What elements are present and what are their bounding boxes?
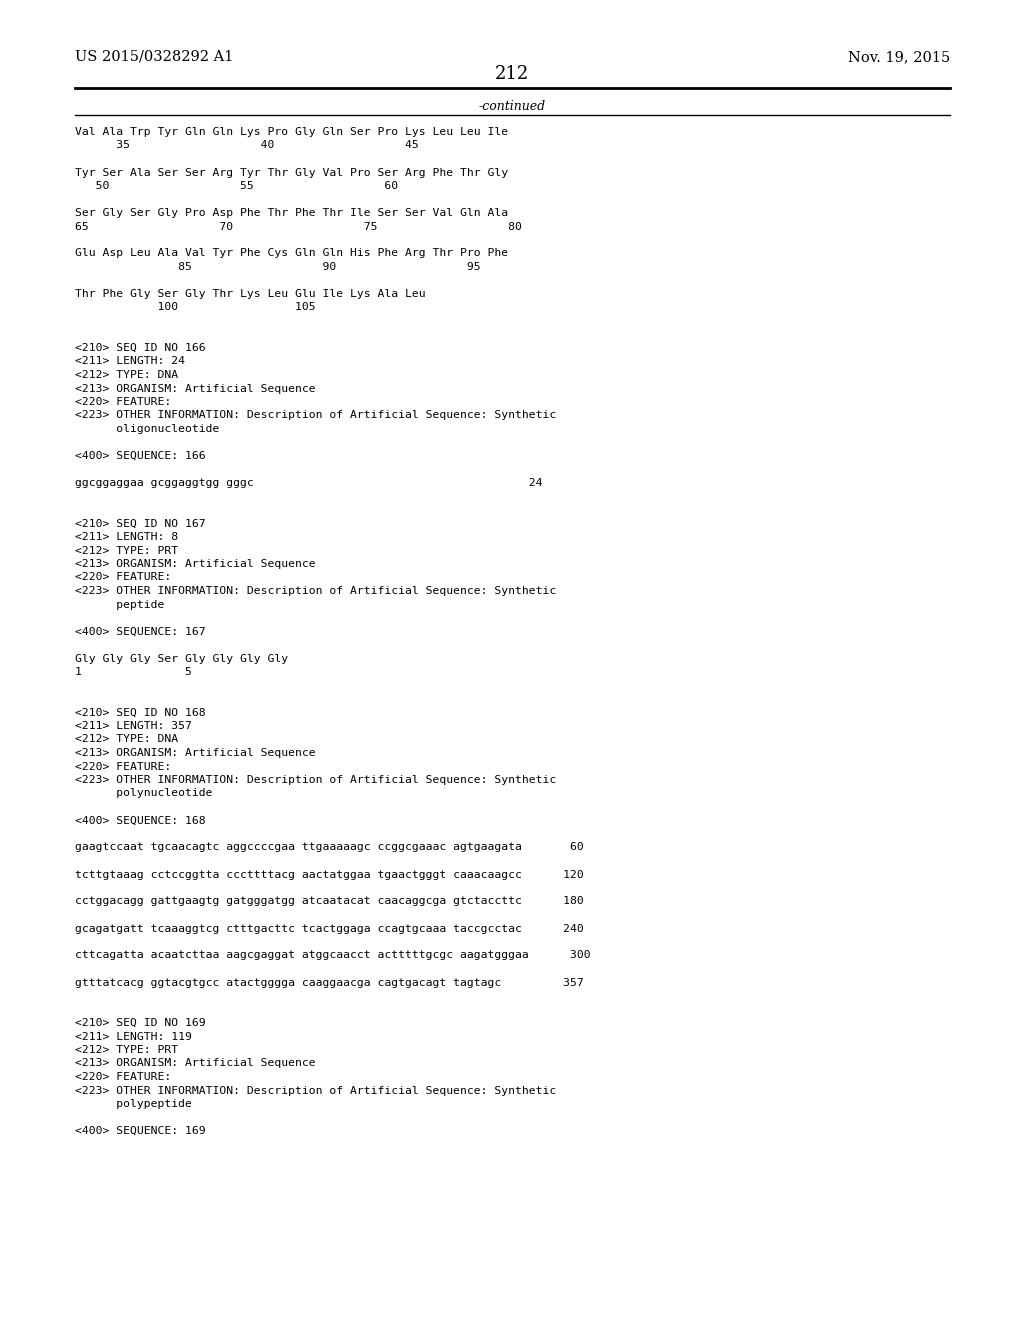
Text: <211> LENGTH: 24: <211> LENGTH: 24 — [75, 356, 185, 367]
Text: Glu Asp Leu Ala Val Tyr Phe Cys Gln Gln His Phe Arg Thr Pro Phe: Glu Asp Leu Ala Val Tyr Phe Cys Gln Gln … — [75, 248, 508, 259]
Text: <220> FEATURE:: <220> FEATURE: — [75, 573, 171, 582]
Text: -continued: -continued — [478, 100, 546, 114]
Text: <213> ORGANISM: Artificial Sequence: <213> ORGANISM: Artificial Sequence — [75, 748, 315, 758]
Text: <213> ORGANISM: Artificial Sequence: <213> ORGANISM: Artificial Sequence — [75, 558, 315, 569]
Text: Thr Phe Gly Ser Gly Thr Lys Leu Glu Ile Lys Ala Leu: Thr Phe Gly Ser Gly Thr Lys Leu Glu Ile … — [75, 289, 426, 300]
Text: <220> FEATURE:: <220> FEATURE: — [75, 1072, 171, 1082]
Text: US 2015/0328292 A1: US 2015/0328292 A1 — [75, 50, 233, 63]
Text: <213> ORGANISM: Artificial Sequence: <213> ORGANISM: Artificial Sequence — [75, 384, 315, 393]
Text: 100                 105: 100 105 — [75, 302, 315, 313]
Text: 212: 212 — [495, 65, 529, 83]
Text: <211> LENGTH: 357: <211> LENGTH: 357 — [75, 721, 191, 731]
Text: <212> TYPE: DNA: <212> TYPE: DNA — [75, 370, 178, 380]
Text: polynucleotide: polynucleotide — [75, 788, 213, 799]
Text: cctggacagg gattgaagtg gatgggatgg atcaatacat caacaggcga gtctaccttc      180: cctggacagg gattgaagtg gatgggatgg atcaata… — [75, 896, 584, 907]
Text: polypeptide: polypeptide — [75, 1100, 191, 1109]
Text: gaagtccaat tgcaacagtc aggccccgaa ttgaaaaagc ccggcgaaac agtgaagata       60: gaagtccaat tgcaacagtc aggccccgaa ttgaaaa… — [75, 842, 584, 853]
Text: oligonucleotide: oligonucleotide — [75, 424, 219, 434]
Text: <213> ORGANISM: Artificial Sequence: <213> ORGANISM: Artificial Sequence — [75, 1059, 315, 1068]
Text: <220> FEATURE:: <220> FEATURE: — [75, 397, 171, 407]
Text: <211> LENGTH: 119: <211> LENGTH: 119 — [75, 1031, 191, 1041]
Text: <212> TYPE: DNA: <212> TYPE: DNA — [75, 734, 178, 744]
Text: tcttgtaaag cctccggtta cccttttacg aactatggaa tgaactgggt caaacaagcc      120: tcttgtaaag cctccggtta cccttttacg aactatg… — [75, 870, 584, 879]
Text: <400> SEQUENCE: 168: <400> SEQUENCE: 168 — [75, 816, 206, 825]
Text: Val Ala Trp Tyr Gln Gln Lys Pro Gly Gln Ser Pro Lys Leu Leu Ile: Val Ala Trp Tyr Gln Gln Lys Pro Gly Gln … — [75, 127, 508, 137]
Text: <223> OTHER INFORMATION: Description of Artificial Sequence: Synthetic: <223> OTHER INFORMATION: Description of … — [75, 586, 556, 597]
Text: 85                   90                   95: 85 90 95 — [75, 261, 480, 272]
Text: <212> TYPE: PRT: <212> TYPE: PRT — [75, 1045, 178, 1055]
Text: peptide: peptide — [75, 599, 165, 610]
Text: <223> OTHER INFORMATION: Description of Artificial Sequence: Synthetic: <223> OTHER INFORMATION: Description of … — [75, 775, 556, 785]
Text: Gly Gly Gly Ser Gly Gly Gly Gly: Gly Gly Gly Ser Gly Gly Gly Gly — [75, 653, 288, 664]
Text: <220> FEATURE:: <220> FEATURE: — [75, 762, 171, 771]
Text: <223> OTHER INFORMATION: Description of Artificial Sequence: Synthetic: <223> OTHER INFORMATION: Description of … — [75, 411, 556, 421]
Text: Ser Gly Ser Gly Pro Asp Phe Thr Phe Thr Ile Ser Ser Val Gln Ala: Ser Gly Ser Gly Pro Asp Phe Thr Phe Thr … — [75, 209, 508, 218]
Text: <223> OTHER INFORMATION: Description of Artificial Sequence: Synthetic: <223> OTHER INFORMATION: Description of … — [75, 1085, 556, 1096]
Text: <400> SEQUENCE: 167: <400> SEQUENCE: 167 — [75, 627, 206, 636]
Text: <210> SEQ ID NO 168: <210> SEQ ID NO 168 — [75, 708, 206, 718]
Text: <211> LENGTH: 8: <211> LENGTH: 8 — [75, 532, 178, 543]
Text: gtttatcacg ggtacgtgcc atactgggga caaggaacga cagtgacagt tagtagc         357: gtttatcacg ggtacgtgcc atactgggga caaggaa… — [75, 978, 584, 987]
Text: 35                   40                   45: 35 40 45 — [75, 140, 419, 150]
Text: <212> TYPE: PRT: <212> TYPE: PRT — [75, 545, 178, 556]
Text: <210> SEQ ID NO 166: <210> SEQ ID NO 166 — [75, 343, 206, 352]
Text: <210> SEQ ID NO 167: <210> SEQ ID NO 167 — [75, 519, 206, 528]
Text: 50                   55                   60: 50 55 60 — [75, 181, 398, 191]
Text: 65                   70                   75                   80: 65 70 75 80 — [75, 222, 522, 231]
Text: cttcagatta acaatcttaa aagcgaggat atggcaacct actttttgcgc aagatgggaa      300: cttcagatta acaatcttaa aagcgaggat atggcaa… — [75, 950, 591, 961]
Text: Nov. 19, 2015: Nov. 19, 2015 — [848, 50, 950, 63]
Text: 1               5: 1 5 — [75, 667, 191, 677]
Text: <210> SEQ ID NO 169: <210> SEQ ID NO 169 — [75, 1018, 206, 1028]
Text: <400> SEQUENCE: 169: <400> SEQUENCE: 169 — [75, 1126, 206, 1137]
Text: ggcggaggaa gcggaggtgg gggc                                        24: ggcggaggaa gcggaggtgg gggc 24 — [75, 478, 543, 488]
Text: <400> SEQUENCE: 166: <400> SEQUENCE: 166 — [75, 451, 206, 461]
Text: Tyr Ser Ala Ser Ser Arg Tyr Thr Gly Val Pro Ser Arg Phe Thr Gly: Tyr Ser Ala Ser Ser Arg Tyr Thr Gly Val … — [75, 168, 508, 177]
Text: gcagatgatt tcaaaggtcg ctttgacttc tcactggaga ccagtgcaaa taccgcctac      240: gcagatgatt tcaaaggtcg ctttgacttc tcactgg… — [75, 924, 584, 933]
